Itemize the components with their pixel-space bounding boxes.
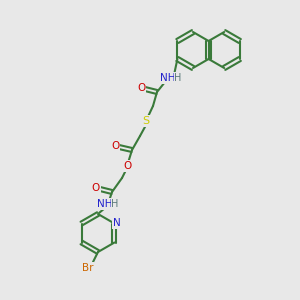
Text: O: O [92, 183, 100, 193]
Text: S: S [142, 116, 150, 126]
Text: H: H [174, 73, 182, 83]
Text: N: N [112, 218, 120, 229]
Text: H: H [111, 199, 119, 209]
Text: O: O [111, 141, 119, 151]
Text: Br: Br [82, 263, 94, 273]
Text: NH: NH [97, 199, 113, 209]
Text: O: O [123, 161, 131, 171]
Text: O: O [137, 83, 145, 93]
Text: NH: NH [160, 73, 176, 83]
